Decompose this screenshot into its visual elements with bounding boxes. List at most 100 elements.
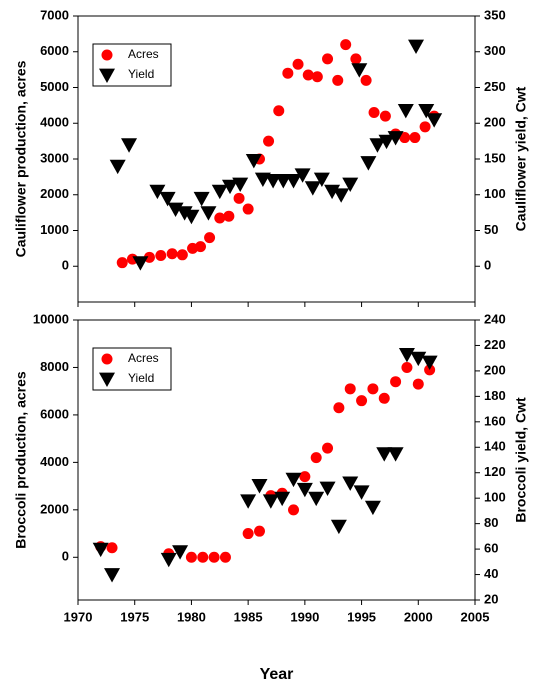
marker-triangle <box>333 188 350 203</box>
marker-circle <box>310 452 322 464</box>
marker-circle <box>195 241 207 253</box>
marker-triangle <box>308 491 325 507</box>
marker-triangle <box>330 519 347 535</box>
marker-triangle <box>360 156 377 171</box>
x-tick-label: 1970 <box>64 609 93 624</box>
marker-triangle <box>245 154 262 169</box>
marker-triangle <box>285 472 302 488</box>
legend-marker <box>101 353 113 365</box>
marker-circle <box>379 110 391 122</box>
y-tick-label: 8000 <box>40 359 69 374</box>
y2-tick-label: 200 <box>484 115 506 130</box>
y2-tick-label: 180 <box>484 388 506 403</box>
marker-triangle <box>183 209 200 225</box>
y-tick-label: 3000 <box>40 150 69 165</box>
x-tick-label: 1990 <box>290 609 319 624</box>
plot-frame <box>77 319 476 601</box>
marker-circle <box>340 39 352 51</box>
marker-triangle <box>364 500 381 516</box>
marker-circle <box>204 232 216 244</box>
y-tick-label: 2000 <box>40 186 69 201</box>
marker-circle <box>214 212 226 224</box>
x-axis-label: Year <box>260 666 294 683</box>
legend-label: Acres <box>128 47 159 61</box>
y-axis-label: Cauliflower production, acres <box>13 60 29 257</box>
y2-tick-label: 300 <box>484 43 506 58</box>
marker-circle <box>185 551 197 563</box>
marker-circle <box>333 402 345 414</box>
marker-circle <box>176 249 188 261</box>
marker-circle <box>288 504 300 516</box>
marker-circle <box>273 105 285 117</box>
marker-circle <box>332 74 344 86</box>
marker-triangle <box>304 181 321 196</box>
marker-circle <box>401 361 413 373</box>
marker-circle <box>356 395 368 407</box>
legend-marker <box>101 49 113 61</box>
marker-triangle <box>160 552 177 568</box>
marker-circle <box>322 53 334 65</box>
y-tick-label: 0 <box>62 258 69 273</box>
y2-tick-label: 200 <box>484 362 506 377</box>
marker-circle <box>419 121 431 133</box>
marker-triangle <box>109 159 126 175</box>
marker-triangle <box>398 347 415 363</box>
marker-triangle <box>232 177 249 193</box>
marker-circle <box>292 58 304 70</box>
marker-triangle <box>421 355 438 370</box>
y2-axis-label: Cauliflower yield, Cwt <box>513 86 529 231</box>
marker-circle <box>311 71 323 83</box>
marker-circle <box>378 392 390 404</box>
y-axis-label: Broccoli production, acres <box>13 371 29 549</box>
marker-circle <box>302 69 314 81</box>
marker-triangle <box>274 491 291 507</box>
marker-triangle <box>342 177 359 193</box>
y-tick-label: 1000 <box>40 222 69 237</box>
marker-circle <box>344 383 356 395</box>
marker-triangle <box>104 568 121 583</box>
y-tick-label: 6000 <box>40 406 69 421</box>
marker-triangle <box>200 206 217 221</box>
marker-circle <box>233 192 245 204</box>
y2-tick-label: 140 <box>484 439 506 454</box>
legend-box <box>92 347 172 391</box>
marker-triangle <box>378 134 395 150</box>
marker-triangle <box>353 485 370 500</box>
marker-triangle <box>211 184 228 200</box>
marker-triangle <box>376 447 393 462</box>
marker-circle <box>367 383 379 395</box>
marker-triangle <box>387 131 404 146</box>
x-tick-label: 1985 <box>234 609 263 624</box>
marker-triangle <box>410 351 427 367</box>
x-tick-label: 1980 <box>177 609 206 624</box>
legend-label: Yield <box>128 371 154 385</box>
x-tick-label: 2000 <box>404 609 433 624</box>
marker-triangle <box>418 103 435 119</box>
y2-tick-label: 80 <box>484 515 498 530</box>
x-tick-label: 2005 <box>461 609 490 624</box>
marker-triangle <box>193 191 210 207</box>
marker-circle <box>368 107 380 119</box>
y2-tick-label: 350 <box>484 7 506 22</box>
y-tick-label: 10000 <box>33 311 69 326</box>
marker-triangle <box>132 256 149 271</box>
y2-tick-label: 160 <box>484 413 506 428</box>
marker-triangle <box>251 479 268 494</box>
marker-triangle <box>275 174 292 189</box>
marker-triangle <box>294 168 311 183</box>
y-tick-label: 5000 <box>40 79 69 94</box>
marker-triangle <box>351 63 368 78</box>
marker-circle <box>253 525 265 537</box>
marker-triangle <box>99 68 115 83</box>
marker-circle <box>223 210 235 222</box>
y-tick-label: 6000 <box>40 43 69 58</box>
marker-triangle <box>121 138 138 153</box>
y2-tick-label: 20 <box>484 591 498 606</box>
marker-triangle <box>387 447 404 462</box>
marker-circle <box>399 132 411 144</box>
y2-axis-label: Broccoli yield, Cwt <box>513 397 529 523</box>
marker-circle <box>360 74 372 86</box>
legend-box <box>92 43 172 87</box>
x-tick-label: 1995 <box>347 609 376 624</box>
marker-circle <box>412 378 424 390</box>
